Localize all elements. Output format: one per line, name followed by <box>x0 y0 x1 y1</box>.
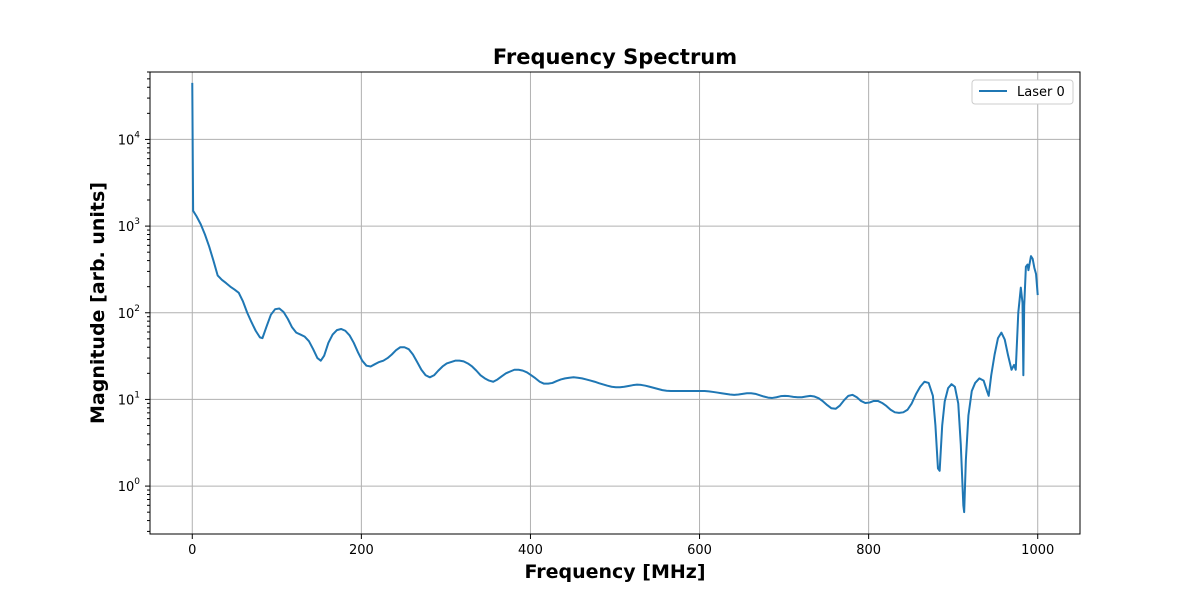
legend-label-laser-0: Laser 0 <box>1017 85 1065 100</box>
y-axis-label: Magnitude [arb. units] <box>87 182 109 424</box>
grid-lines <box>150 72 1080 534</box>
x-tick-label: 1000 <box>1021 543 1054 558</box>
x-axis-ticks: 0 200 400 600 800 1000 <box>188 534 1054 558</box>
legend: Laser 0 <box>971 79 1074 105</box>
y-tick-label: 104 <box>118 130 141 148</box>
series-layer <box>191 82 1039 514</box>
series-line-0 <box>191 82 1039 514</box>
y-tick-label: 101 <box>118 390 140 408</box>
legend-box <box>971 79 1074 105</box>
x-tick-label: 400 <box>518 543 543 558</box>
x-tick-label: 200 <box>349 543 374 558</box>
x-axis-label: Frequency [MHz] <box>524 561 705 583</box>
y-tick-label: 103 <box>118 217 140 235</box>
chart-title: Frequency Spectrum <box>493 45 737 69</box>
x-tick-label: 0 <box>188 543 196 558</box>
y-axis-ticks: 100 101 102 103 104 <box>118 71 150 532</box>
x-tick-label: 800 <box>856 543 881 558</box>
y-tick-label: 100 <box>118 477 141 495</box>
x-tick-label: 600 <box>687 543 712 558</box>
y-tick-label: 102 <box>118 304 140 322</box>
plot-frame <box>149 71 1081 535</box>
